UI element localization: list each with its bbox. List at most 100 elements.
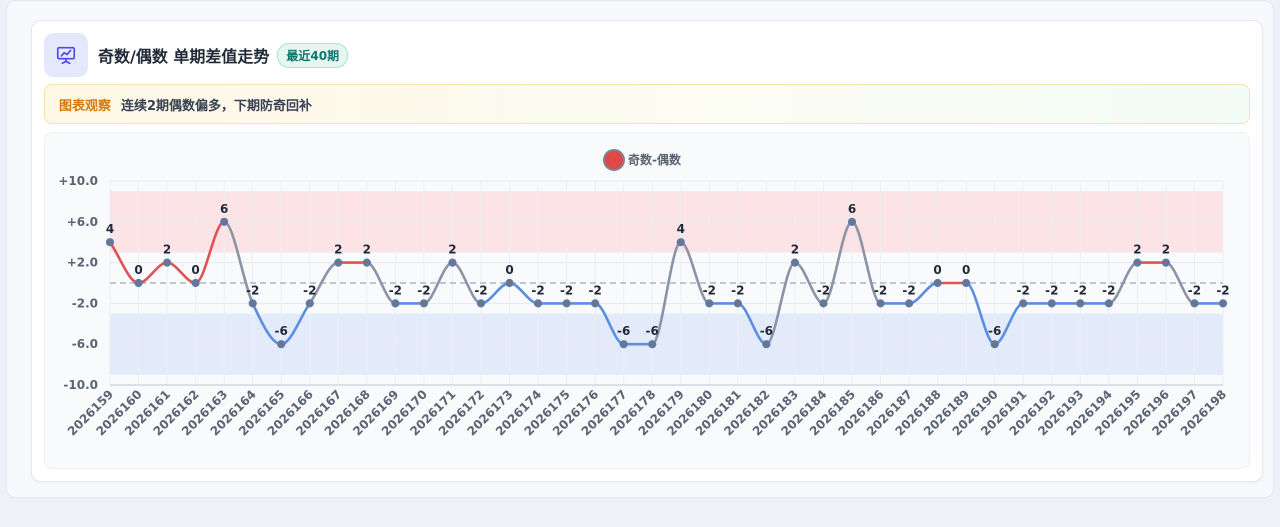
data-label: -2 (303, 283, 316, 297)
y-tick-label: -6.0 (72, 337, 98, 351)
data-label: -6 (760, 324, 773, 338)
data-point (1218, 299, 1228, 308)
data-label: 2 (163, 243, 171, 257)
data-label: 0 (134, 263, 142, 277)
data-label: -2 (1102, 283, 1115, 297)
data-label: -2 (246, 283, 259, 297)
chart-presentation-icon (44, 33, 88, 77)
data-label: -2 (531, 283, 544, 297)
y-tick-label: +6.0 (67, 215, 98, 229)
data-point (676, 238, 685, 247)
data-point (305, 299, 314, 308)
y-tick-label: -10.0 (63, 378, 98, 392)
observation-label: 图表观察 (59, 98, 112, 114)
observation-text: 连续2期偶数偏多，下期防奇回补 (121, 98, 313, 114)
data-label: -2 (1074, 283, 1087, 297)
data-point (391, 299, 400, 308)
data-point (933, 278, 942, 288)
y-tick-label: +2.0 (67, 256, 98, 270)
data-point (1104, 299, 1113, 308)
period-badge: 最近40期 (277, 42, 349, 68)
data-label: 2 (448, 243, 456, 257)
line-chart: +10.0 +6.0 +2.0 -2.0 -6.0 -10.0 4 0 2 0 6 -2 -6 -2 2 2 -… (58, 149, 1230, 438)
data-point (105, 238, 115, 247)
data-point (562, 299, 571, 308)
data-label: 2 (334, 243, 342, 257)
card-header: 奇数/偶数 单期差值走势 最近40期 (44, 33, 349, 77)
data-label: -2 (703, 283, 716, 297)
data-point (904, 299, 914, 308)
data-point (448, 258, 457, 267)
data-label: -2 (902, 283, 915, 297)
data-point (1133, 258, 1142, 267)
data-point (1076, 299, 1085, 308)
data-label: -2 (817, 283, 830, 297)
data-point (847, 217, 857, 226)
data-point (876, 299, 885, 308)
data-label: -2 (874, 283, 887, 297)
legend-label: 奇数-偶数 (628, 152, 682, 167)
data-point (962, 278, 971, 288)
data-point (733, 299, 742, 308)
data-point (1047, 299, 1056, 308)
data-point (990, 340, 999, 349)
data-point (162, 258, 172, 267)
data-point (819, 299, 828, 308)
data-label: -2 (731, 283, 744, 297)
data-point (134, 278, 143, 288)
data-label: 6 (848, 202, 856, 216)
data-label: -2 (588, 283, 601, 297)
data-label: -2 (1045, 283, 1058, 297)
chart-area: +10.0 +6.0 +2.0 -2.0 -6.0 -10.0 4 0 2 0 6 -2 -6 -2 2 2 -… (44, 132, 1250, 469)
data-label: -2 (1017, 283, 1030, 297)
series-line-segment (650, 240, 683, 346)
data-label: -2 (417, 283, 430, 297)
y-tick-label: -2.0 (72, 296, 98, 310)
data-point (591, 299, 600, 308)
data-label: -2 (389, 283, 402, 297)
data-label: 2 (791, 243, 799, 257)
chart-card: 奇数/偶数 单期差值走势 最近40期 图表观察 连续2期偶数偏多，下期防奇回补 … (31, 20, 1263, 482)
data-point (648, 340, 657, 349)
legend-marker (603, 149, 625, 171)
data-label: 2 (1133, 243, 1141, 257)
data-label: -2 (474, 283, 487, 297)
y-tick-label: +10.0 (58, 174, 98, 188)
data-point (533, 299, 543, 308)
observation-banner: 图表观察 连续2期偶数偏多，下期防奇回补 (44, 84, 1250, 124)
data-point (1161, 258, 1171, 267)
data-label: 4 (677, 222, 685, 236)
series-line-segment (765, 261, 797, 346)
series-line-segment (850, 220, 882, 305)
data-point (248, 299, 257, 308)
data-label: 0 (191, 263, 199, 277)
data-point (362, 258, 371, 267)
data-point (790, 258, 800, 267)
data-label: -2 (560, 283, 573, 297)
data-point (220, 217, 229, 226)
data-label: 0 (505, 263, 513, 277)
chart-title: 奇数/偶数 单期差值走势 (98, 47, 270, 66)
data-label: 2 (1162, 243, 1170, 257)
data-label: -6 (988, 324, 1001, 338)
data-label: 0 (933, 263, 941, 277)
data-label: -2 (1216, 283, 1229, 297)
data-point (619, 340, 628, 349)
data-label: 6 (220, 202, 228, 216)
data-point (1190, 299, 1199, 308)
series-line-segment (137, 261, 169, 285)
data-label: -6 (617, 324, 630, 338)
data-point (705, 299, 714, 308)
data-point (762, 340, 771, 349)
page-container: 奇数/偶数 单期差值走势 最近40期 图表观察 连续2期偶数偏多，下期防奇回补 … (6, 0, 1274, 498)
data-label: -6 (646, 324, 659, 338)
data-point (505, 278, 514, 288)
data-point (191, 278, 200, 288)
data-point (1019, 299, 1028, 308)
data-point (476, 299, 486, 308)
data-point (334, 258, 343, 267)
data-label: 4 (106, 222, 114, 236)
data-label: -2 (1188, 283, 1201, 297)
series-line-segment (822, 220, 854, 305)
data-label: -6 (275, 324, 288, 338)
